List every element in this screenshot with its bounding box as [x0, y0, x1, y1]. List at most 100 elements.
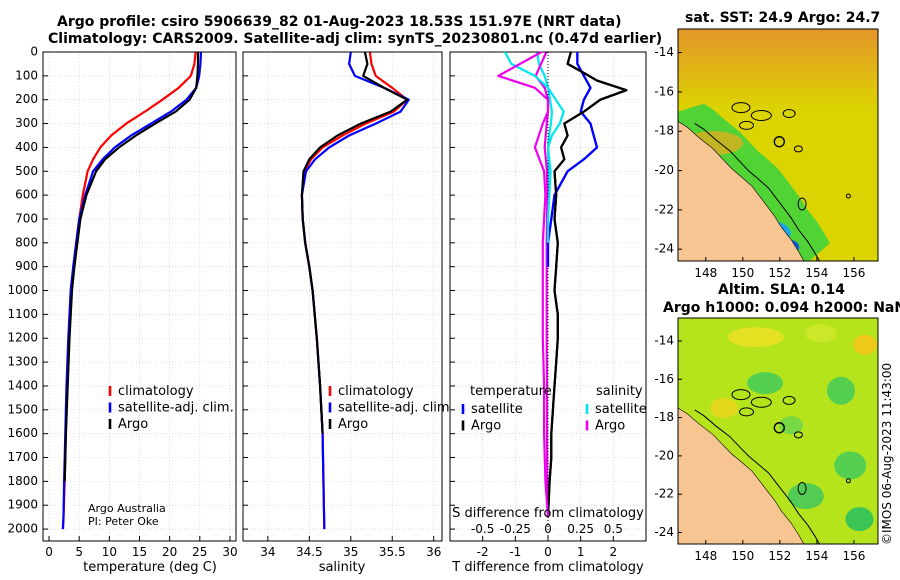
sla_map-ytick-label: -20 — [654, 448, 674, 462]
difference-xtick-label: 2 — [610, 545, 618, 559]
sla_map-land — [678, 407, 805, 544]
difference-s-tick-label: 0.25 — [567, 522, 594, 536]
sla-anomaly-4 — [804, 324, 837, 343]
temperature-ytick-label: 1700 — [7, 450, 38, 464]
temperature-ytick-label: 1100 — [7, 307, 38, 321]
temperature-series-2 — [63, 52, 200, 482]
temperature-legend-label-2: Argo — [118, 417, 148, 432]
sst_map-reef-5 — [797, 197, 807, 211]
temperature-ytick-label: 2000 — [7, 522, 38, 536]
sst-map-title: sat. SST: 24.9 Argo: 24.7 — [685, 10, 881, 26]
title-line-1: Argo profile: csiro 5906639_82 01-Aug-20… — [57, 14, 622, 30]
sst_map-reef-4 — [793, 145, 803, 153]
salinity-legend-label-0: climatology — [338, 384, 414, 399]
sla-anomaly-2 — [853, 334, 878, 355]
difference-legend-s-title: salinity — [596, 384, 643, 399]
sla-map-title-1: Altim. SLA: 0.14 — [718, 282, 846, 298]
salinity-xtick-label: 35 — [343, 545, 358, 559]
annotation-argo-australia: Argo Australia — [88, 502, 166, 515]
difference-xtick-label: -1 — [509, 545, 521, 559]
temperature-xtick-label: 25 — [192, 545, 207, 559]
difference-legend-t-title: temperature — [470, 384, 552, 399]
sla_map-reef-5 — [797, 481, 807, 495]
difference-xtick-label: 1 — [577, 545, 585, 559]
sla_map-frame — [677, 317, 879, 545]
temperature-ytick-label: 1300 — [7, 355, 38, 369]
salinity-series-2 — [300, 51, 409, 434]
sst_map-ytick-label: -18 — [654, 124, 674, 138]
sst_map-xtick-label: 148 — [694, 266, 717, 280]
temperature-ytick-label: 1600 — [7, 426, 38, 440]
sla_map-xtick-label: 150 — [731, 549, 754, 563]
temperature-ytick-label: 1400 — [7, 378, 38, 392]
sla_map-reef-6 — [845, 478, 851, 484]
sla_map-ytick-label: -14 — [654, 333, 674, 347]
temperature-ytick-label: 400 — [15, 140, 38, 154]
sla-anomaly-1 — [826, 376, 855, 405]
sst_map-frame — [677, 28, 879, 262]
difference-t-legend-label-1: Argo — [471, 419, 501, 434]
difference-xtick-label: -2 — [477, 545, 489, 559]
sst_map-isobath — [694, 122, 821, 261]
difference-series-draw-0 — [546, 52, 599, 267]
temperature-legend-label-0: climatology — [118, 384, 194, 399]
sst_map-reef-3 — [782, 109, 796, 119]
sla_map-reef-3 — [782, 395, 796, 405]
temperature-legend-label-1: satellite-adj. clim. — [118, 401, 234, 416]
sla_map-reef-4 — [793, 431, 803, 439]
sst_map-ytick-label: -24 — [654, 242, 674, 256]
temperature-xlabel: temperature (deg C) — [83, 560, 217, 575]
temperature-ytick-label: 800 — [15, 235, 38, 249]
sla_map-ytick-label: -22 — [654, 487, 674, 501]
salinity-legend-label-2: Argo — [338, 417, 368, 432]
sst_map-layer — [678, 29, 878, 261]
temperature-ytick-label: 100 — [15, 68, 38, 82]
sst_map-xtick-label: 156 — [842, 266, 865, 280]
temperature-ytick-label: 1200 — [7, 331, 38, 345]
difference-s-tick-label: 0.5 — [604, 522, 623, 536]
difference-s-legend-label-1: Argo — [595, 419, 625, 434]
sla_map-isobath — [694, 409, 821, 544]
sst_map-ytick-label: -14 — [654, 45, 674, 59]
sla_map-xtick-label: 152 — [768, 549, 791, 563]
salinity-xlabel: salinity — [319, 560, 366, 575]
difference-t-legend-label-0: satellite — [471, 402, 523, 417]
temperature-ytick-label: 0 — [30, 45, 38, 59]
temperature-xtick-label: 15 — [132, 545, 147, 559]
sst_map-reef-1 — [750, 110, 772, 122]
sla_map-reef-2 — [739, 407, 755, 417]
difference-xtick-label: 0 — [544, 545, 552, 559]
sla_map-xtick-label: 148 — [694, 549, 717, 563]
difference-s-legend-label-0: satellite — [595, 402, 647, 417]
salinity-xtick-label: 36 — [426, 545, 441, 559]
salinity-frame — [242, 51, 443, 542]
sst_map-land — [678, 121, 805, 261]
sla-anomaly-6 — [845, 507, 874, 532]
difference-series-3 — [534, 51, 550, 518]
sla_map-reef-1 — [750, 396, 772, 408]
temperature-xtick-label: 10 — [102, 545, 117, 559]
sst_map-reef-2 — [739, 120, 755, 130]
sst_map-xtick-label: 154 — [805, 266, 828, 280]
sla_map-layer — [678, 318, 878, 544]
sla_map-reef-0 — [731, 389, 751, 401]
sla-anomaly-3 — [727, 327, 784, 348]
sst_map-reef-6 — [845, 193, 851, 199]
salinity-xtick-label: 34.5 — [296, 545, 323, 559]
annotation-pi: PI: Peter Oke — [88, 515, 159, 528]
sst_map-reef-0 — [731, 102, 751, 114]
sla-anomaly-0 — [747, 372, 784, 395]
sla_map-argo-marker — [773, 422, 785, 434]
difference-s-tick-label: -0.5 — [471, 522, 494, 536]
difference-t-xlabel: T difference from climatology — [451, 560, 644, 575]
temperature-ytick-label: 300 — [15, 116, 38, 130]
sst_map-xtick-label: 150 — [731, 266, 754, 280]
difference-series-draw-1 — [546, 51, 628, 518]
sla-anomaly-8 — [710, 398, 739, 419]
difference-s-xlabel: S difference from climatology — [452, 506, 644, 521]
sst_map-xtick-label: 152 — [768, 266, 791, 280]
temperature-xtick-label: 0 — [45, 545, 53, 559]
difference-s-tick-label: 0 — [544, 522, 552, 536]
temperature-ytick-label: 1900 — [7, 498, 38, 512]
